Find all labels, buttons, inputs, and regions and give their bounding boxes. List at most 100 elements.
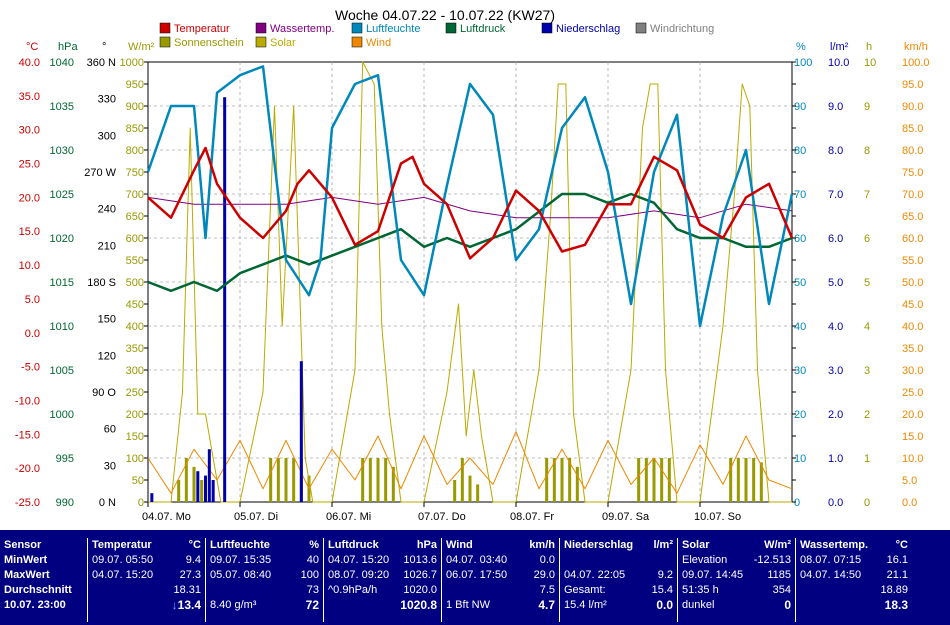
wind-tick: 35.0 [902, 343, 923, 355]
block-niederschlag: Niederschlag l/m² 04.07. 22:05 9.2 Gesamt:… [559, 538, 677, 622]
humidity-tick: 40 [794, 321, 806, 333]
wind-tick: 65.0 [902, 211, 923, 223]
direction-tick: 240 [98, 204, 116, 216]
x-label: 05.07. Di [234, 511, 278, 523]
humidity-tick: 30 [794, 365, 806, 377]
direction-tick: 0 N [99, 497, 116, 509]
solar-tick: 250 [126, 387, 144, 399]
wind-tick: 95.0 [902, 79, 923, 91]
sunshine-bar [184, 458, 188, 502]
pressure-tick: 1030 [50, 145, 74, 157]
humidity-tick: 80 [794, 145, 806, 157]
temp-tick: -20.0 [15, 463, 40, 475]
humidity-tick: 90 [794, 101, 806, 113]
humidity-tick: 60 [794, 233, 806, 245]
solar-tick: 700 [126, 189, 144, 201]
x-axis-labels: 04.07. Mo 05.07. Di 06.07. Mi 07.07. Do 08.0… [142, 502, 741, 523]
block-wassertemp: Wassertemp. °C 08.07. 07:15 16.1 04.07. 14… [795, 538, 912, 622]
direction-tick: 360 N [87, 57, 116, 69]
legend-swatch [635, 22, 647, 34]
x-label: 09.07. Sa [602, 511, 650, 523]
legend-swatch [255, 22, 267, 34]
label-maxwert: MaxWert [4, 569, 50, 581]
humidity-tick: 20 [794, 409, 806, 421]
solar-tick: 450 [126, 299, 144, 311]
sunshine-bar [460, 458, 464, 502]
sunshine-bar [177, 480, 181, 502]
pressure-tick: 995 [56, 453, 74, 465]
series-line-solar [148, 61, 792, 503]
label-sensor: Sensor [4, 539, 42, 551]
direction-tick: 150 [98, 314, 116, 326]
rain-unit: l/m² [830, 41, 849, 53]
rain-tick: 4.0 [828, 321, 843, 333]
legend-swatch [255, 36, 267, 48]
pressure-tick: 1000 [50, 409, 74, 421]
label-current-time: 10.07. 23:00 [4, 599, 66, 611]
wind-tick: 10.0 [902, 453, 923, 465]
sunshine-bar [752, 458, 756, 502]
pressure-tick: 1020 [50, 233, 74, 245]
sunshine-bar [568, 458, 572, 502]
direction-tick: 330 [98, 94, 116, 106]
solar-tick: 550 [126, 255, 144, 267]
direction-tick: 180 S [87, 277, 116, 289]
humidity-tick: 50 [794, 277, 806, 289]
rain-bar [150, 493, 154, 502]
solar-tick: 600 [126, 233, 144, 245]
temp-tick: 25.0 [19, 159, 40, 171]
sunhours-tick: 7 [864, 189, 870, 201]
humidity-unit: % [796, 41, 806, 53]
block-luftfeuchte: Luftfeuchte% 09.07. 15:35 40 05.07. 08:40… [205, 538, 323, 622]
wind-tick: 70.0 [902, 189, 923, 201]
wind-tick: 60.0 [902, 233, 923, 245]
sunshine-bar [729, 458, 733, 502]
solar-tick: 950 [126, 79, 144, 91]
axes: °C40.035.030.025.020.015.010.05.00.0-5.0… [15, 41, 930, 509]
sunshine-bar [384, 458, 388, 502]
sunshine-bar [744, 458, 748, 502]
temp-tick: 5.0 [25, 294, 40, 306]
sunshine-bar [453, 480, 457, 502]
humidity-tick: 100 [794, 57, 812, 69]
sunshine-bar [667, 458, 671, 502]
temp-tick: 10.0 [19, 260, 40, 272]
sunshine-bar [652, 458, 656, 502]
wind-tick: 55.0 [902, 255, 923, 267]
solar-tick: 1000 [120, 57, 144, 69]
direction-tick: 300 [98, 130, 116, 142]
series-line-luftdruck [147, 192, 793, 293]
wind-tick: 50.0 [902, 277, 923, 289]
sunshine-bar [545, 458, 549, 502]
series-line-temperatur [147, 146, 794, 260]
temp-tick: -5.0 [21, 362, 40, 374]
wind-tick: 90.0 [902, 101, 923, 113]
series-line-wassertemp [147, 196, 793, 219]
rain-tick: 10.0 [828, 57, 849, 69]
temp-tick: 40.0 [19, 57, 40, 69]
solar-tick: 650 [126, 211, 144, 223]
humidity-tick: 70 [794, 189, 806, 201]
x-label: 10.07. So [694, 511, 741, 523]
wind-tick: 5.0 [902, 475, 917, 487]
sunshine-bar [575, 466, 579, 502]
rain-tick: 2.0 [828, 409, 843, 421]
series-line-wind [147, 431, 793, 494]
sunhours-tick: 4 [864, 321, 870, 333]
wind-tick: 25.0 [902, 387, 923, 399]
legend-swatch [351, 36, 363, 48]
legend-label: Sonnenschein [174, 37, 244, 49]
sunshine-bar [368, 458, 372, 502]
solar-unit: W/m² [128, 41, 155, 53]
legend-label: Temperatur [174, 23, 230, 35]
sunshine-bar [637, 458, 641, 502]
rain-bar [207, 449, 211, 502]
pressure-tick: 1025 [50, 189, 74, 201]
direction-tick: 90 O [92, 387, 116, 399]
wind-tick: 45.0 [902, 299, 923, 311]
rain-bar [223, 97, 227, 502]
solar-tick: 350 [126, 343, 144, 355]
solar-tick: 200 [126, 409, 144, 421]
sunhours-tick: 2 [864, 409, 870, 421]
legend: Temperatur Wassertemp. Luftfeuchte Luftdruc… [159, 22, 714, 49]
